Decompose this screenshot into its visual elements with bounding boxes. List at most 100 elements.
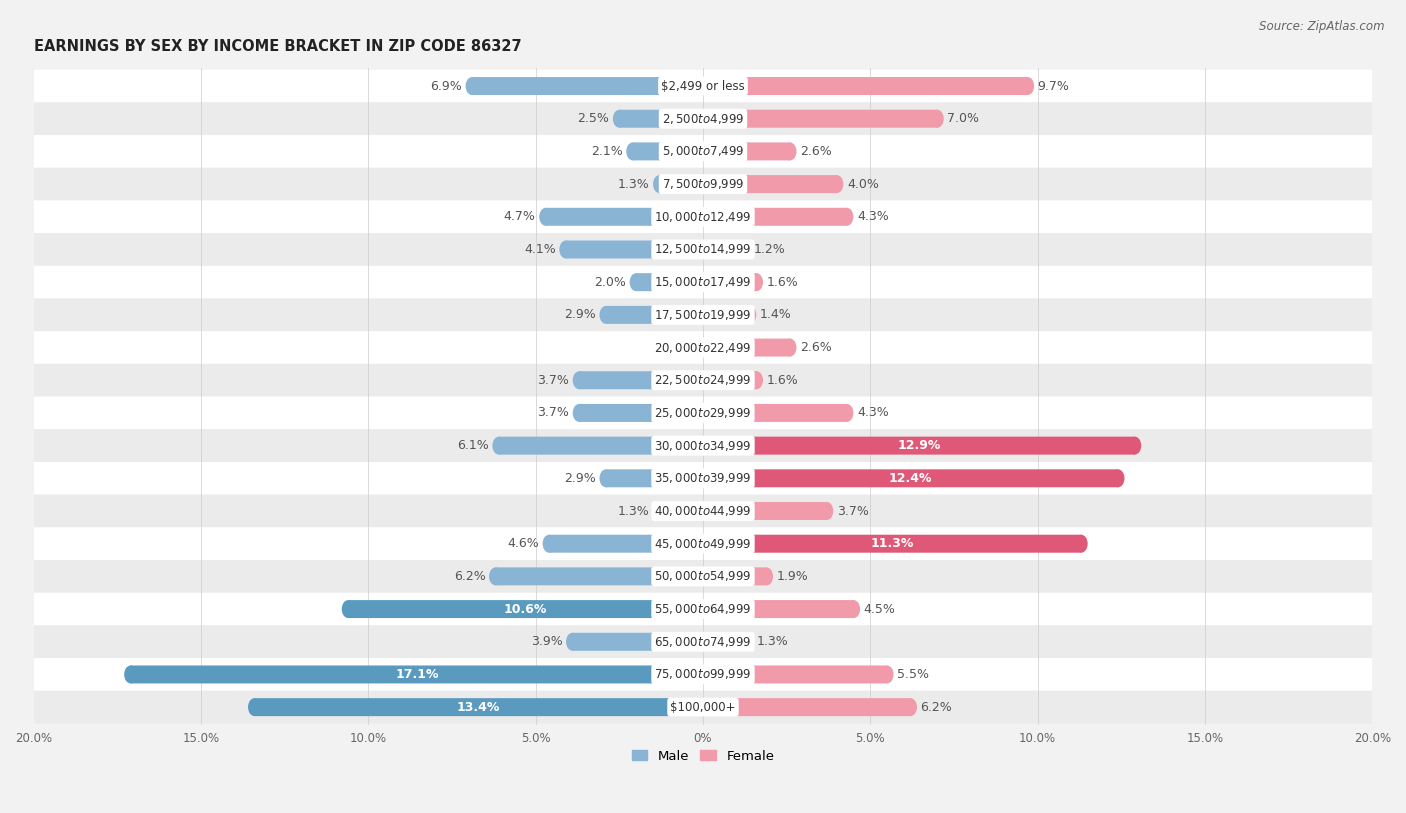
Text: 13.4%: 13.4%: [457, 701, 501, 714]
Text: 1.2%: 1.2%: [754, 243, 785, 256]
FancyBboxPatch shape: [703, 666, 887, 684]
FancyBboxPatch shape: [254, 698, 703, 716]
Text: $65,000 to $74,999: $65,000 to $74,999: [654, 635, 752, 649]
Text: 3.7%: 3.7%: [537, 374, 569, 387]
FancyBboxPatch shape: [34, 625, 1372, 658]
FancyBboxPatch shape: [34, 233, 1372, 266]
Ellipse shape: [783, 142, 796, 160]
Text: 2.6%: 2.6%: [800, 145, 832, 158]
Ellipse shape: [652, 502, 666, 520]
FancyBboxPatch shape: [34, 658, 1372, 691]
Ellipse shape: [540, 208, 553, 226]
Ellipse shape: [848, 600, 860, 618]
Text: 2.1%: 2.1%: [591, 145, 623, 158]
Text: 5.5%: 5.5%: [897, 668, 929, 681]
FancyBboxPatch shape: [546, 208, 703, 226]
Text: $2,499 or less: $2,499 or less: [661, 80, 745, 93]
Ellipse shape: [599, 306, 613, 324]
Ellipse shape: [696, 469, 710, 487]
FancyBboxPatch shape: [579, 404, 703, 422]
Ellipse shape: [492, 437, 505, 454]
Ellipse shape: [630, 273, 643, 291]
Ellipse shape: [696, 208, 710, 226]
FancyBboxPatch shape: [472, 77, 703, 95]
FancyBboxPatch shape: [703, 437, 1135, 454]
Ellipse shape: [696, 338, 710, 357]
Text: 7.0%: 7.0%: [948, 112, 980, 125]
FancyBboxPatch shape: [703, 273, 756, 291]
Text: 4.6%: 4.6%: [508, 537, 538, 550]
Ellipse shape: [696, 633, 710, 650]
Ellipse shape: [626, 142, 640, 160]
FancyBboxPatch shape: [659, 175, 703, 193]
Ellipse shape: [572, 404, 585, 422]
Ellipse shape: [696, 142, 710, 160]
Text: 12.4%: 12.4%: [889, 472, 932, 485]
FancyBboxPatch shape: [34, 593, 1372, 625]
Ellipse shape: [696, 437, 710, 454]
Text: 2.9%: 2.9%: [564, 308, 596, 321]
Text: 3.7%: 3.7%: [537, 406, 569, 420]
FancyBboxPatch shape: [34, 298, 1372, 331]
FancyBboxPatch shape: [34, 102, 1372, 135]
Ellipse shape: [696, 110, 710, 128]
Legend: Male, Female: Male, Female: [626, 744, 780, 767]
FancyBboxPatch shape: [619, 110, 703, 128]
Text: 1.3%: 1.3%: [756, 635, 789, 648]
Ellipse shape: [696, 77, 710, 95]
Ellipse shape: [696, 666, 710, 684]
Ellipse shape: [696, 502, 710, 520]
Ellipse shape: [696, 600, 710, 618]
FancyBboxPatch shape: [34, 167, 1372, 201]
FancyBboxPatch shape: [703, 600, 853, 618]
Ellipse shape: [761, 567, 773, 585]
Ellipse shape: [696, 666, 710, 684]
FancyBboxPatch shape: [34, 201, 1372, 233]
FancyBboxPatch shape: [606, 306, 703, 324]
Ellipse shape: [696, 567, 710, 585]
Ellipse shape: [751, 372, 763, 389]
FancyBboxPatch shape: [703, 241, 744, 259]
Ellipse shape: [696, 698, 710, 716]
Ellipse shape: [696, 306, 710, 324]
FancyBboxPatch shape: [703, 372, 756, 389]
Text: 1.9%: 1.9%: [776, 570, 808, 583]
Text: EARNINGS BY SEX BY INCOME BRACKET IN ZIP CODE 86327: EARNINGS BY SEX BY INCOME BRACKET IN ZIP…: [34, 39, 522, 54]
Text: $15,000 to $17,499: $15,000 to $17,499: [654, 275, 752, 289]
FancyBboxPatch shape: [659, 502, 703, 520]
Ellipse shape: [543, 535, 555, 553]
Ellipse shape: [342, 600, 354, 618]
Text: $2,500 to $4,999: $2,500 to $4,999: [662, 111, 744, 126]
Text: 6.1%: 6.1%: [457, 439, 489, 452]
Text: 2.6%: 2.6%: [800, 341, 832, 354]
Text: $7,500 to $9,999: $7,500 to $9,999: [662, 177, 744, 191]
Ellipse shape: [696, 208, 710, 226]
Ellipse shape: [737, 241, 749, 259]
FancyBboxPatch shape: [495, 567, 703, 585]
Text: 1.3%: 1.3%: [617, 505, 650, 518]
Ellipse shape: [1129, 437, 1142, 454]
Ellipse shape: [696, 175, 710, 193]
Ellipse shape: [696, 372, 710, 389]
FancyBboxPatch shape: [34, 70, 1372, 102]
FancyBboxPatch shape: [703, 502, 827, 520]
FancyBboxPatch shape: [703, 567, 766, 585]
Text: 2.9%: 2.9%: [564, 472, 596, 485]
FancyBboxPatch shape: [636, 273, 703, 291]
FancyBboxPatch shape: [703, 306, 749, 324]
FancyBboxPatch shape: [703, 698, 911, 716]
Ellipse shape: [744, 306, 756, 324]
FancyBboxPatch shape: [548, 535, 703, 553]
Text: $45,000 to $49,999: $45,000 to $49,999: [654, 537, 752, 550]
Text: 2.0%: 2.0%: [595, 276, 626, 289]
Ellipse shape: [1074, 535, 1088, 553]
Ellipse shape: [465, 77, 478, 95]
Text: $17,500 to $19,999: $17,500 to $19,999: [654, 308, 752, 322]
Text: 3.9%: 3.9%: [530, 635, 562, 648]
Ellipse shape: [124, 666, 136, 684]
Text: $55,000 to $64,999: $55,000 to $64,999: [654, 602, 752, 616]
Text: 4.1%: 4.1%: [524, 243, 555, 256]
Ellipse shape: [1112, 469, 1125, 487]
Text: $40,000 to $44,999: $40,000 to $44,999: [654, 504, 752, 518]
FancyBboxPatch shape: [703, 77, 1028, 95]
